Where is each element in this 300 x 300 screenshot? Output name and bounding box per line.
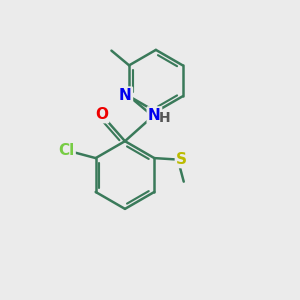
Text: N: N bbox=[119, 88, 132, 103]
Text: S: S bbox=[176, 152, 187, 167]
Text: Cl: Cl bbox=[58, 143, 74, 158]
Text: N: N bbox=[148, 108, 161, 123]
Text: H: H bbox=[159, 112, 170, 125]
Text: O: O bbox=[95, 107, 108, 122]
